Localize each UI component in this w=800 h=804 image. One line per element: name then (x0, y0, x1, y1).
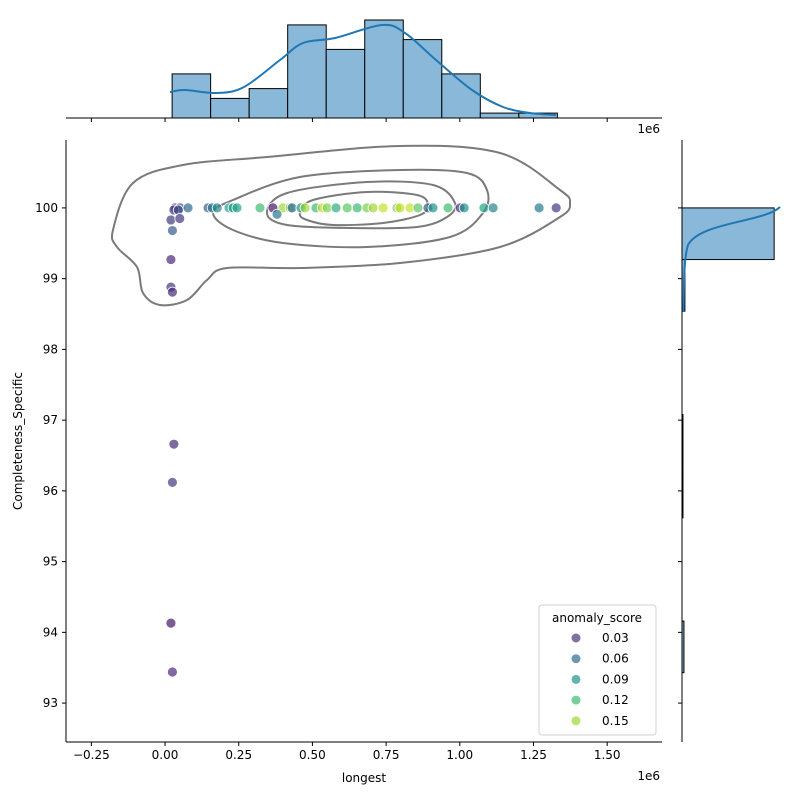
y-axis-label: Completeness_Specific (11, 372, 25, 510)
scatter-point (167, 666, 178, 678)
axes: −0.25 0.00 0.25 0.50 0.75 1.00 1.25 1.50 93 94 95 9… (35, 117, 683, 762)
scatter-point (330, 202, 342, 214)
scatter-point (427, 202, 439, 214)
x-tick-label: 1.00 (446, 748, 473, 762)
y-tick-label: 94 (43, 625, 58, 639)
y-tick-label: 93 (43, 696, 58, 710)
histogram-bar (287, 24, 327, 119)
scatter-point (167, 225, 178, 236)
histogram-bar (171, 73, 212, 119)
y-tick-label: 100 (35, 201, 58, 215)
kde-contour-line (110, 144, 572, 307)
scatter-point (271, 208, 283, 220)
histogram-bar (479, 112, 520, 119)
histogram-bar (325, 48, 366, 119)
x-tick-label: −0.25 (73, 748, 110, 762)
legend-marker (571, 716, 581, 726)
scatter-point (367, 202, 379, 214)
y-tick-label: 99 (43, 272, 58, 286)
legend-marker (571, 674, 581, 684)
scatter-point (550, 202, 562, 214)
scatter-point (394, 202, 406, 214)
legend-box (538, 604, 657, 736)
y-tick-label: 98 (43, 342, 58, 356)
legend-label: 0.09 (602, 672, 629, 686)
scatter-point (174, 213, 186, 224)
scatter-point (442, 202, 454, 214)
x-offset-label: 1e6 (637, 769, 660, 783)
right-kde-curve (682, 206, 781, 313)
scatter-point (351, 202, 363, 214)
kde-contour-line (211, 168, 490, 249)
scatter-point (167, 286, 178, 298)
x-tick-label: 0.00 (152, 748, 179, 762)
x-tick-label: 0.50 (299, 748, 326, 762)
legend: anomaly_score 0.03 0.06 0.09 0.12 0.15 (538, 604, 657, 736)
legend-label: 0.15 (602, 714, 629, 728)
histogram-bar (364, 19, 404, 119)
legend-title: anomaly_score (552, 611, 642, 625)
legend-label: 0.12 (602, 693, 629, 707)
x-tick-label: 1.25 (520, 748, 547, 762)
histogram-bar (402, 39, 443, 119)
scatter-point (165, 617, 177, 629)
y-tick-label: 96 (43, 484, 58, 498)
top-kde-curve (169, 23, 557, 116)
x-axis-label: longest (342, 771, 387, 785)
x-tick-label: 0.75 (373, 748, 400, 762)
kde-contours (110, 144, 572, 307)
legend-label: 0.06 (602, 652, 629, 666)
scatter-point (168, 438, 180, 450)
legend-label: 0.03 (602, 631, 629, 645)
scatter-point (165, 254, 177, 265)
scatter-point (165, 214, 177, 226)
histogram-bar (248, 88, 289, 119)
scatter-point (167, 476, 178, 488)
scatter-point (299, 202, 311, 214)
scatter-points (165, 202, 562, 678)
scatter-point (412, 202, 424, 214)
scatter-point (533, 202, 545, 214)
right-marginal-histogram (681, 206, 781, 674)
scatter-point (478, 202, 490, 214)
scatter-point (254, 202, 266, 214)
scatter-point (182, 202, 194, 214)
x-tick-label: 1.50 (594, 748, 621, 762)
top-x-offset-label: 1e6 (637, 122, 660, 136)
scatter-point (231, 202, 243, 214)
x-tick-label: 0.25 (225, 748, 252, 762)
top-marginal-histogram (169, 19, 558, 119)
legend-marker (571, 633, 581, 643)
histogram-bar (210, 97, 250, 119)
y-tick-label: 95 (43, 555, 58, 569)
scatter-point (211, 202, 223, 214)
scatter-point (487, 202, 499, 214)
legend-marker (571, 695, 581, 705)
scatter-point (458, 202, 470, 214)
y-tick-label: 97 (43, 413, 58, 427)
scatter-point (341, 202, 353, 214)
legend-marker (571, 654, 581, 664)
scatter-point (377, 202, 389, 214)
